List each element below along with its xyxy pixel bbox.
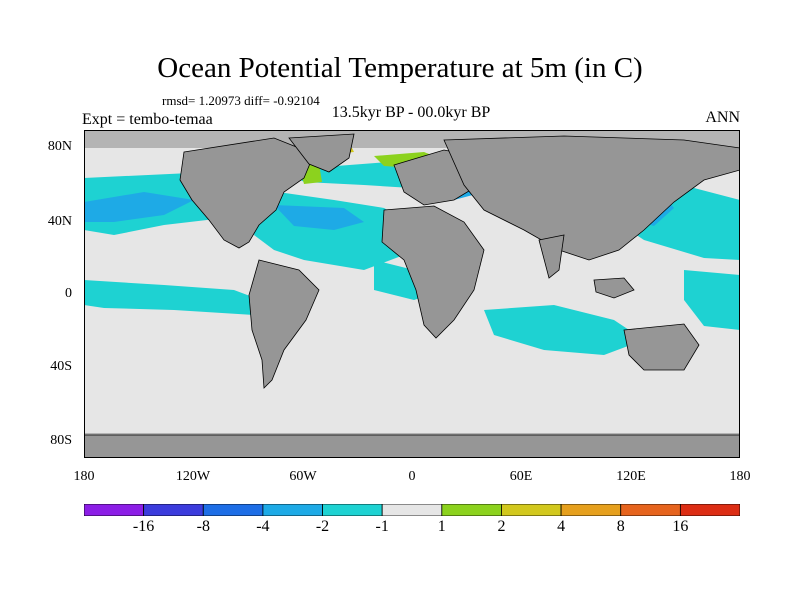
experiment-label: Expt = tembo-temaa bbox=[82, 111, 213, 128]
india bbox=[538, 234, 565, 279]
colorbar-swatch bbox=[501, 503, 562, 517]
lon-label-60w: 60W bbox=[289, 469, 317, 484]
east-pacific-cooling bbox=[684, 270, 740, 330]
colorbar-label: 4 bbox=[557, 518, 566, 535]
land-layer bbox=[84, 133, 740, 458]
colorbar bbox=[83, 503, 741, 517]
africa bbox=[381, 205, 485, 339]
colorbar-swatch bbox=[679, 503, 741, 517]
colorbar-swatch bbox=[560, 503, 622, 517]
asia bbox=[443, 135, 740, 261]
lon-label-180w: 180 bbox=[73, 469, 95, 484]
colorbar-label: -16 bbox=[132, 518, 155, 535]
gulf-stream-cooling bbox=[274, 205, 364, 230]
world-map bbox=[84, 130, 740, 458]
stats-line: rmsd= 1.20973 diff= -0.92104 bbox=[162, 93, 320, 108]
colorbar-swatch bbox=[322, 503, 383, 517]
lat-label-40s: 40S bbox=[50, 359, 72, 374]
colorbar-swatches bbox=[83, 503, 741, 517]
plot-title: Ocean Potential Temperature at 5m (in C) bbox=[157, 52, 643, 84]
south-indian-cooling bbox=[484, 305, 644, 355]
lon-label-60e: 60E bbox=[509, 469, 533, 484]
colorbar-label: -2 bbox=[315, 518, 330, 535]
colorbar-label: 2 bbox=[497, 518, 506, 535]
colorbar-swatch bbox=[143, 503, 204, 517]
colorbar-swatch bbox=[262, 503, 323, 517]
lon-label-180e: 180 bbox=[729, 469, 751, 484]
north-pacific-strong-cooling bbox=[84, 192, 194, 222]
map-frame bbox=[84, 130, 740, 458]
colorbar-swatch bbox=[441, 503, 502, 517]
season-label: ANN bbox=[705, 109, 740, 126]
colorbar-label: 1 bbox=[437, 518, 446, 535]
lat-label-0: 0 bbox=[65, 286, 72, 301]
south-america bbox=[248, 259, 320, 389]
colorbar-label: -8 bbox=[196, 518, 210, 535]
colorbar-label: -4 bbox=[256, 518, 270, 535]
colorbar-swatch bbox=[620, 503, 681, 517]
lon-label-0: 0 bbox=[408, 469, 416, 484]
colorbar-swatch bbox=[83, 503, 145, 517]
colorbar-label: -1 bbox=[375, 518, 389, 535]
equatorial-pacific-cooling bbox=[84, 280, 274, 315]
colorbar-swatch bbox=[202, 503, 264, 517]
australia bbox=[623, 323, 700, 371]
lon-label-120w: 120W bbox=[175, 469, 211, 484]
lon-label-120e: 120E bbox=[616, 469, 646, 484]
greenland bbox=[288, 133, 355, 173]
antarctica bbox=[84, 434, 740, 458]
lat-label-80n: 80N bbox=[47, 139, 72, 154]
colorbar-label: 8 bbox=[616, 518, 625, 535]
period-label: 13.5kyr BP - 00.0kyr BP bbox=[331, 104, 491, 121]
lat-label-40n: 40N bbox=[47, 214, 72, 229]
colorbar-label: 16 bbox=[672, 518, 689, 535]
southeast-asia-islands bbox=[593, 277, 635, 299]
lat-label-80s: 80S bbox=[50, 433, 72, 448]
colorbar-swatch bbox=[381, 503, 443, 517]
map-panel bbox=[84, 130, 740, 458]
